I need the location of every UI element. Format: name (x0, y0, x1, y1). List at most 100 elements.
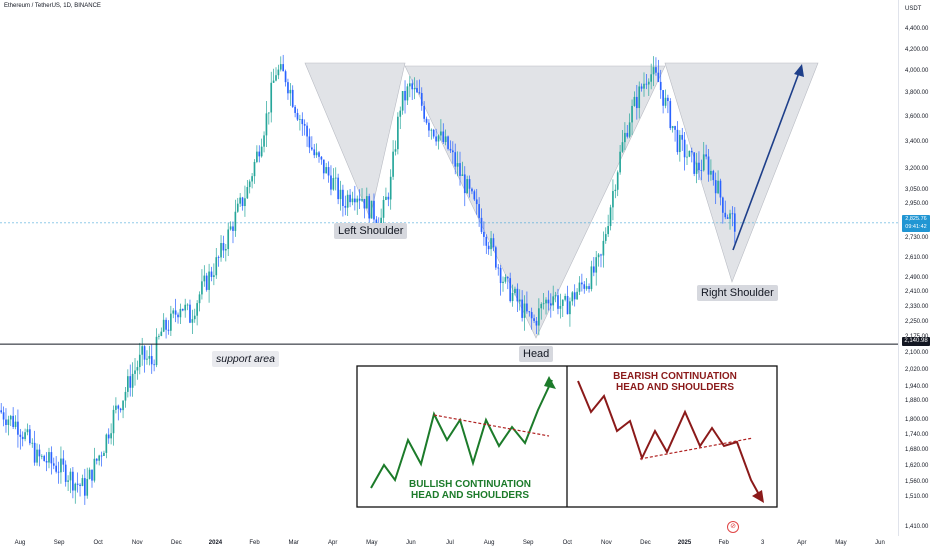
candle-body (265, 113, 268, 136)
replay-icon[interactable]: ⊘ (727, 521, 739, 533)
candle-body (499, 267, 502, 284)
candle-body (571, 292, 574, 302)
candle-body (535, 320, 538, 326)
candle-body (43, 455, 46, 462)
bearish-title-line1: BEARISH CONTINUATION (613, 371, 737, 382)
candle-body (733, 213, 736, 232)
candle-body (526, 303, 528, 312)
candle-body (614, 189, 617, 192)
price-scale[interactable] (898, 0, 932, 536)
candle-body (339, 189, 342, 200)
candle-body (423, 105, 425, 119)
candle-body (105, 434, 108, 453)
candle-body (256, 151, 258, 162)
candle-body (511, 292, 514, 302)
candle-body (585, 286, 588, 289)
candle-body (602, 240, 605, 256)
candle-body (466, 179, 469, 194)
candle-body (213, 275, 215, 277)
candle-body (148, 356, 151, 359)
candle-body (284, 71, 287, 83)
candle-body (679, 134, 681, 153)
candle-body (344, 205, 347, 208)
candle-body (153, 364, 155, 366)
price-tick-label: 3,050.00 (905, 186, 929, 193)
support-area-label: support area (212, 351, 279, 367)
pattern-triangle (664, 62, 819, 283)
candle-body (657, 72, 660, 82)
currency-label: USDT (905, 6, 922, 12)
candle-body (275, 75, 277, 81)
candle-body (215, 257, 218, 276)
candle-body (619, 151, 621, 173)
time-tick-label: 2025 (677, 540, 692, 546)
candle-body (645, 83, 648, 85)
candle-body (604, 234, 607, 241)
candle-body (626, 132, 629, 137)
candle-body (198, 294, 201, 304)
candle-body (244, 198, 246, 207)
time-tick-label: Feb (249, 540, 260, 546)
candle-body (631, 105, 633, 123)
pattern-triangle (404, 65, 666, 339)
candle-body (5, 419, 7, 425)
arrow-head (794, 64, 804, 77)
candle-body (315, 152, 318, 156)
price-tick-label: 3,800.00 (905, 90, 929, 97)
time-tick-label: Sep (53, 540, 65, 546)
candle-body (146, 358, 148, 360)
candle-body (628, 122, 631, 137)
candle-body (693, 152, 696, 174)
bearish-arrow-head (752, 490, 764, 503)
candle-body (428, 122, 430, 131)
candle-body (659, 81, 662, 91)
candle-body (289, 89, 292, 94)
candle-body (282, 64, 285, 72)
price-tick-label: 2,490.00 (905, 275, 929, 282)
candlestick-series (0, 54, 736, 505)
candle-body (337, 177, 339, 200)
candle-body (351, 198, 354, 203)
candle-body (416, 88, 418, 93)
candle-body (588, 286, 590, 290)
candle-body (401, 90, 404, 111)
candle-body (542, 303, 545, 305)
candle-body (74, 483, 77, 491)
candle-body (86, 478, 89, 496)
candle-body (554, 295, 557, 297)
price-tick-label: 1,410.00 (905, 523, 929, 530)
candle-body (31, 442, 34, 444)
bullish-inset-title: BULLISH CONTINUATION HEAD AND SHOULDERS (395, 479, 545, 501)
price-tick-label: 2,730.00 (905, 234, 929, 241)
candle-body (411, 83, 414, 90)
candle-body (487, 245, 490, 250)
candle-body (17, 421, 19, 435)
candle-body (468, 179, 471, 189)
candle-body (127, 376, 129, 392)
candle-body (635, 96, 638, 109)
candle-body (365, 196, 368, 209)
candle-body (633, 96, 636, 106)
candle-body (394, 149, 397, 152)
candle-body (385, 196, 387, 200)
candle-body (621, 142, 624, 152)
candle-body (308, 136, 311, 148)
candle-body (184, 304, 187, 311)
candle-body (504, 277, 507, 282)
candle-body (478, 204, 480, 218)
candle-body (573, 292, 576, 300)
bearish-neckline (639, 437, 754, 460)
candle-body (640, 86, 643, 89)
candle-body (471, 188, 473, 192)
candle-body (177, 314, 179, 318)
candle-body (239, 197, 241, 204)
candle-body (272, 80, 275, 83)
candle-body (399, 110, 402, 117)
candle-body (705, 154, 707, 157)
time-tick-label: Apr (797, 540, 807, 546)
candle-body (291, 89, 294, 107)
candle-body (7, 419, 10, 425)
bullish-title-line2: HEAD AND SHOULDERS (411, 490, 529, 501)
candle-body (674, 126, 676, 130)
